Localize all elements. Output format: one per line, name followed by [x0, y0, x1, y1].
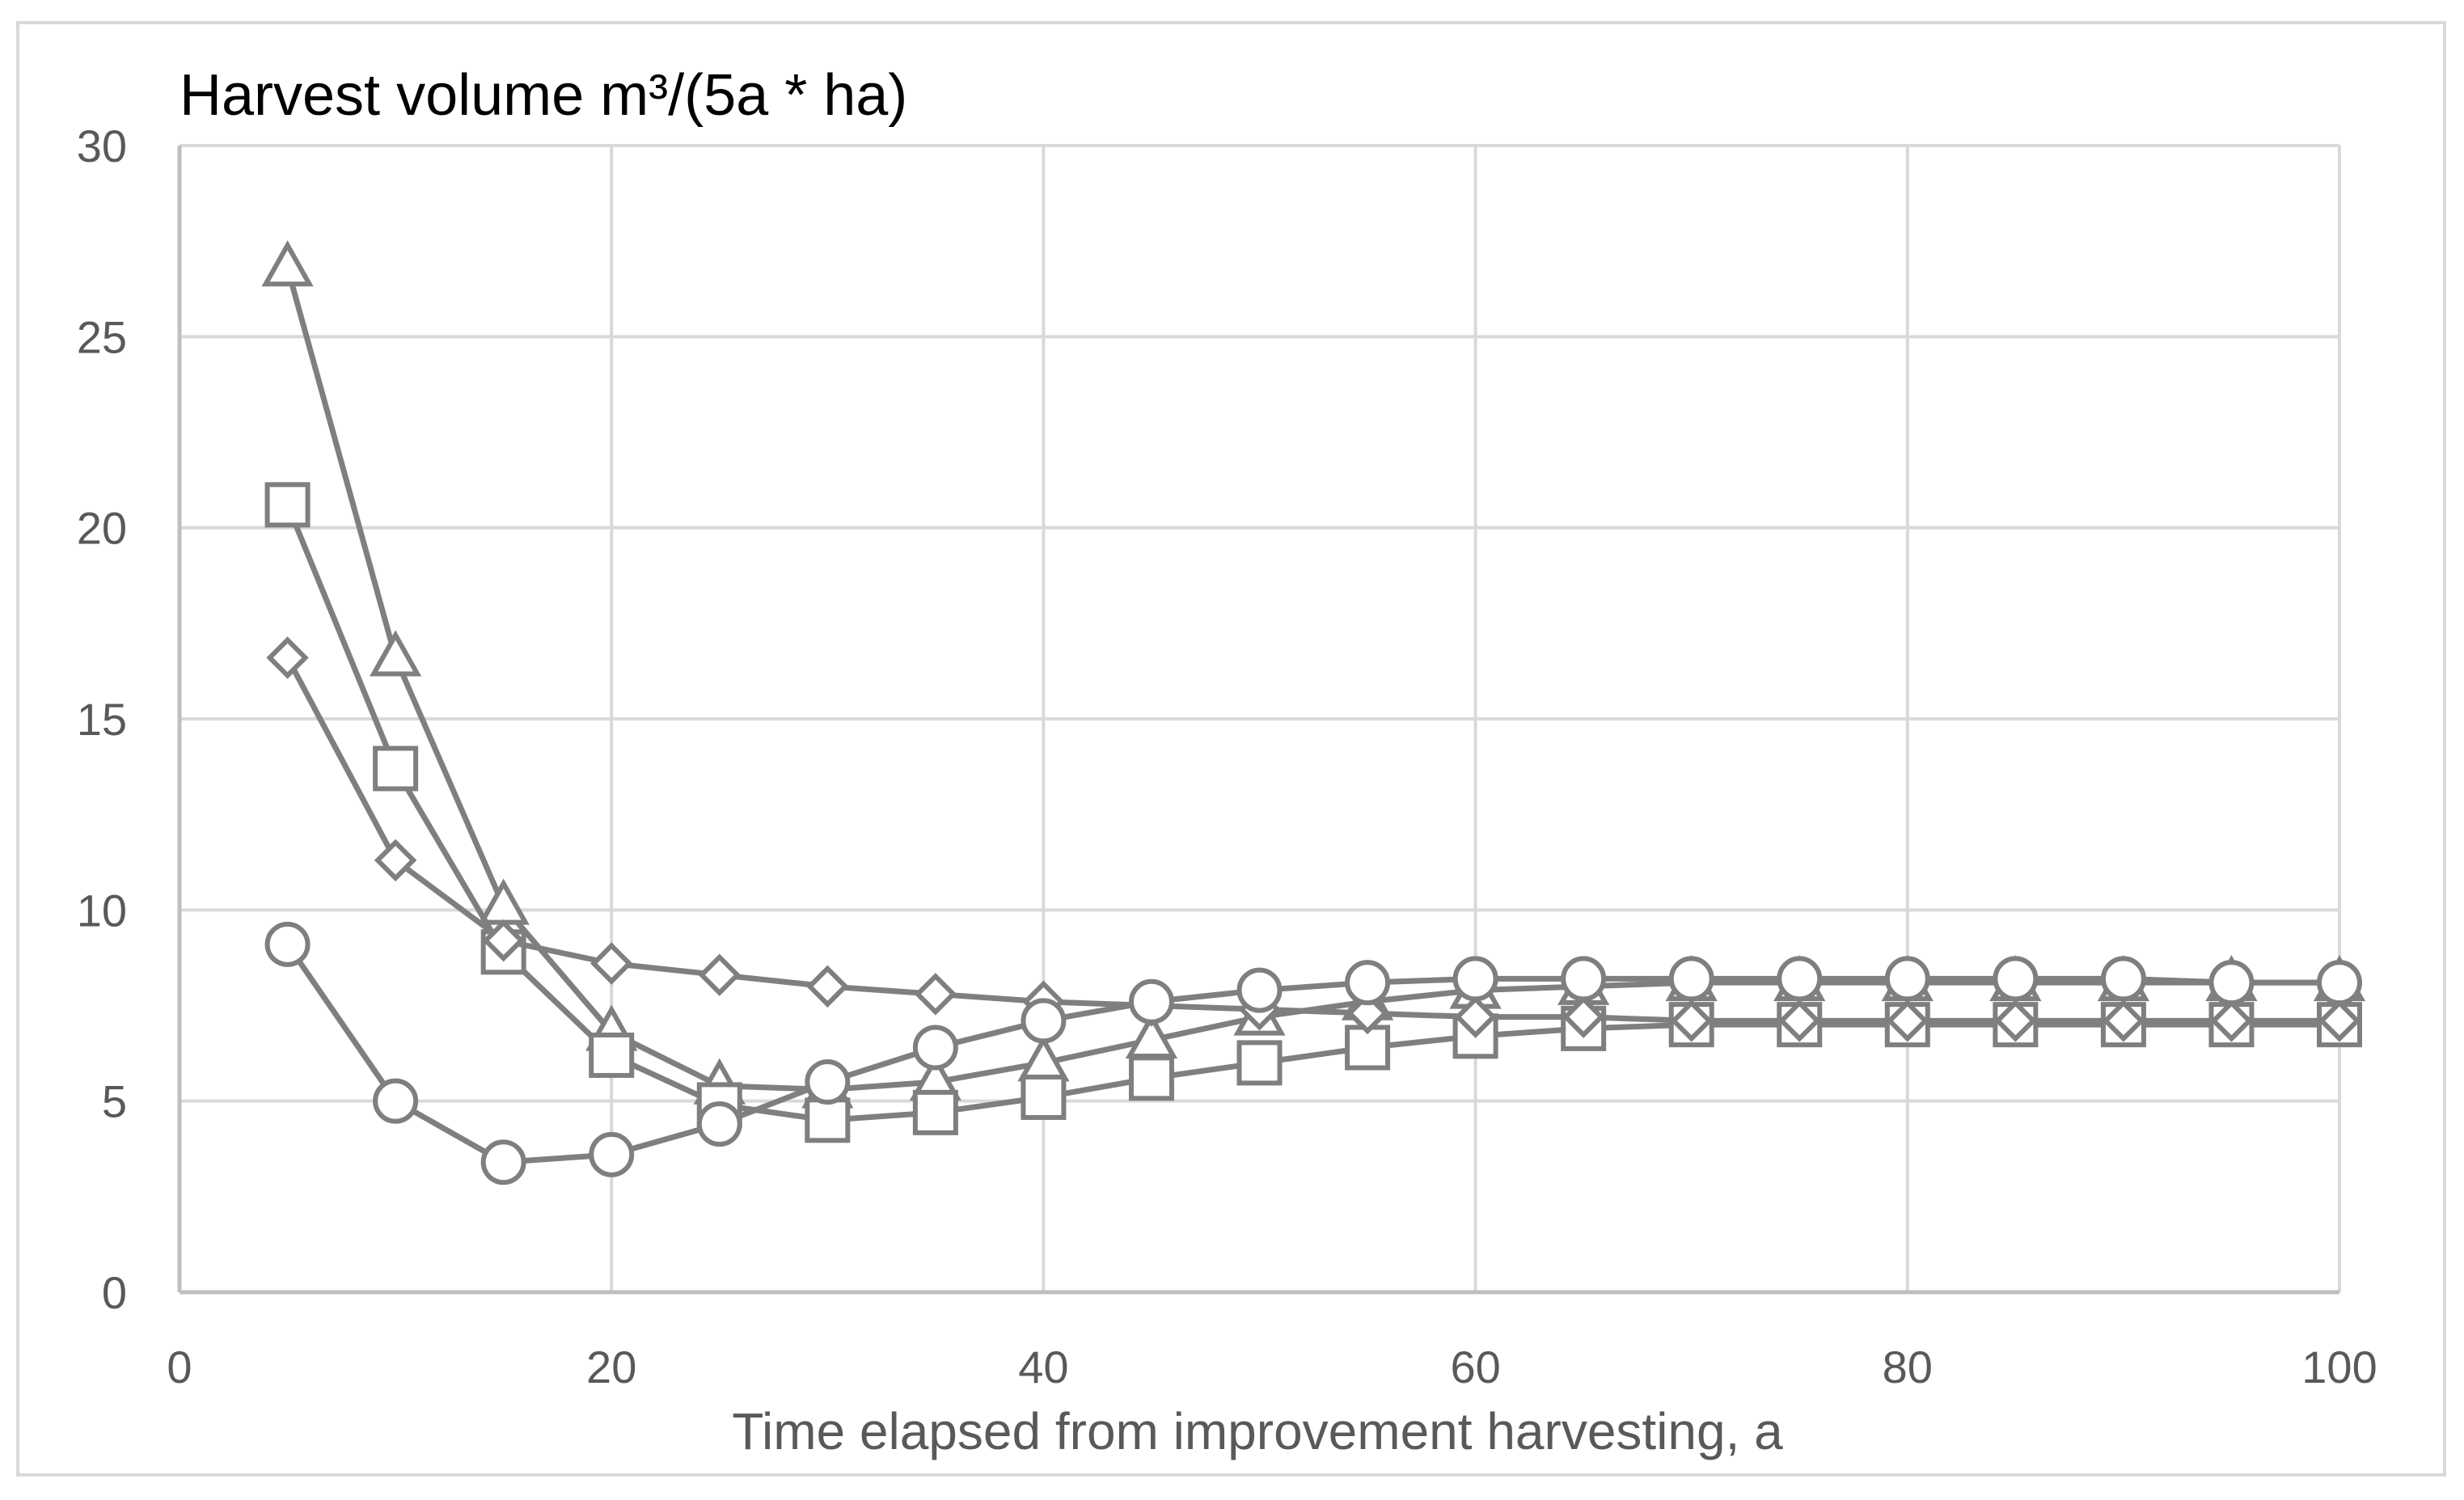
data-point-circle	[1021, 998, 1067, 1044]
data-point-circle	[1777, 956, 1823, 1002]
data-point-circle	[696, 1101, 742, 1147]
data-point-circle	[1561, 956, 1607, 1002]
data-point-circle	[1236, 967, 1283, 1013]
data-point-circle	[589, 1131, 635, 1177]
data-point-circle	[805, 1059, 851, 1105]
series-square	[264, 482, 2362, 1143]
y-tick-label: 10	[77, 885, 127, 936]
data-point-diamond	[266, 636, 309, 679]
y-tick-label: 0	[102, 1267, 127, 1318]
x-tick-label: 100	[2301, 1342, 2377, 1392]
gridlines	[180, 144, 2341, 1292]
x-tick-label: 20	[586, 1342, 636, 1392]
series-circle	[264, 921, 2362, 1185]
data-point-diamond	[1670, 999, 1713, 1042]
data-point-circle	[480, 1139, 526, 1185]
data-point-triangle	[369, 630, 422, 677]
data-point-diamond	[2210, 999, 2253, 1042]
data-point-square	[1236, 1040, 1283, 1086]
data-point-diamond	[1346, 991, 1389, 1035]
data-point-diamond	[1562, 995, 1605, 1038]
x-tick-label: 60	[1450, 1342, 1500, 1392]
data-point-square	[1128, 1055, 1174, 1101]
data-point-diamond	[1778, 999, 1821, 1042]
y-tick-label: 25	[77, 311, 127, 362]
data-point-circle	[1452, 956, 1498, 1002]
data-point-square	[1021, 1074, 1067, 1120]
data-point-square	[589, 1032, 635, 1078]
tick-labels: 0 5 10 15 20 25 30 0 20 40 60 80 100	[77, 120, 2377, 1392]
data-point-diamond	[2102, 999, 2145, 1042]
data-point-circle	[1345, 960, 1391, 1006]
data-point-triangle	[261, 240, 314, 287]
data-point-circle	[1993, 956, 2039, 1002]
data-point-diamond	[914, 973, 957, 1016]
data-point-circle	[1884, 956, 1930, 1002]
data-point-diamond	[2318, 999, 2361, 1042]
y-tick-label: 5	[102, 1076, 127, 1127]
data-point-square	[373, 746, 419, 792]
series-group	[261, 240, 2366, 1185]
data-point-diamond	[590, 942, 633, 985]
data-point-diamond	[1886, 999, 1929, 1042]
data-point-circle	[264, 921, 311, 967]
y-tick-label: 15	[77, 694, 127, 745]
x-tick-label: 80	[1883, 1342, 1933, 1392]
x-axis-title: Time elapsed from improvement harvesting…	[732, 1402, 1783, 1460]
axes	[177, 146, 2339, 1295]
data-point-diamond	[698, 953, 741, 996]
series-diamond	[266, 636, 2361, 1042]
y-tick-label: 30	[77, 120, 127, 171]
data-point-square	[805, 1097, 851, 1143]
chart-area	[16, 21, 2446, 1477]
data-point-diamond	[374, 839, 417, 882]
data-point-square	[912, 1089, 958, 1135]
data-point-circle	[373, 1078, 419, 1124]
data-point-circle	[2100, 956, 2146, 1002]
data-point-circle	[2208, 960, 2255, 1006]
data-point-diamond	[1454, 995, 1497, 1038]
chart-title: Harvest volume m³/(5a * ha)	[180, 63, 907, 128]
data-point-circle	[1668, 956, 1714, 1002]
data-point-circle	[1128, 978, 1174, 1025]
data-point-diamond	[482, 919, 525, 962]
x-tick-label: 0	[167, 1342, 192, 1392]
data-point-square	[264, 482, 311, 528]
data-point-diamond	[1994, 999, 2037, 1042]
x-tick-label: 40	[1018, 1342, 1068, 1392]
y-tick-label: 20	[77, 503, 127, 554]
data-point-triangle	[477, 878, 530, 925]
data-point-circle	[2317, 960, 2362, 1006]
data-point-circle	[912, 1025, 958, 1071]
data-point-diamond	[806, 965, 849, 1008]
